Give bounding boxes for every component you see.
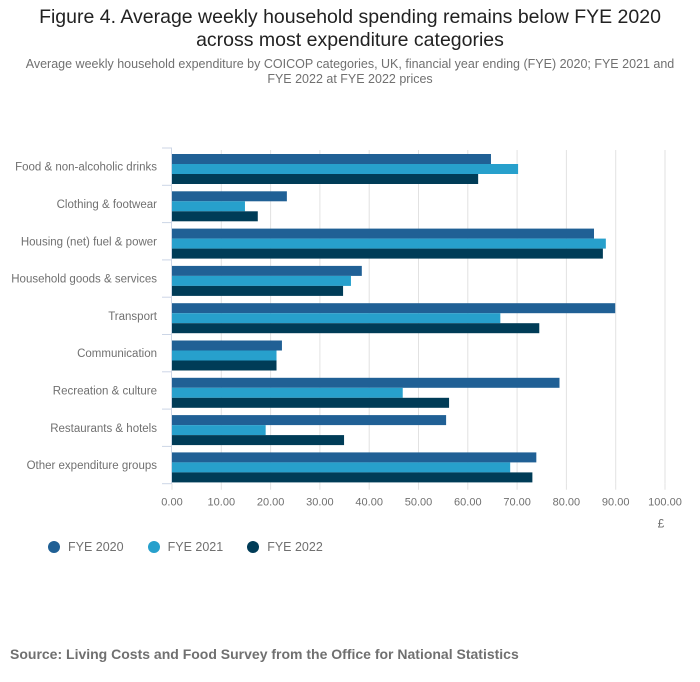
bar-fye-2022[interactable]: [172, 248, 603, 259]
bar-fye-2020[interactable]: [172, 228, 595, 239]
bar-fye-2022[interactable]: [172, 285, 344, 296]
category-label: Transport: [108, 311, 158, 323]
bar-fye-2020[interactable]: [172, 265, 362, 276]
x-tick-label: 40.00: [355, 497, 383, 509]
y-axis: [162, 147, 172, 485]
chart-title: Figure 4. Average weekly household spend…: [0, 6, 700, 52]
chart-subtitle-line-1: Average weekly household expenditure by …: [25, 57, 675, 71]
bar-fye-2022[interactable]: [172, 472, 533, 483]
category-label: Communication: [77, 348, 157, 360]
bar-fye-2022[interactable]: [172, 435, 345, 446]
legend-label: FYE 2021: [167, 540, 224, 554]
bars: [172, 154, 616, 483]
bar-fye-2022[interactable]: [172, 397, 450, 408]
category-label: Housing (net) fuel & power: [21, 236, 157, 248]
legend: FYE 2020 FYE 2021 FYE 2022: [48, 540, 347, 554]
bar-fye-2020[interactable]: [172, 154, 491, 164]
chart-subtitle-line-2: FYE 2022 at FYE 2022 prices: [267, 72, 433, 86]
x-axis-unit-label: £: [658, 517, 665, 531]
category-label: Household goods & services: [11, 274, 157, 286]
bar-fye-2020[interactable]: [172, 452, 537, 463]
bar-fye-2022[interactable]: [172, 211, 258, 222]
bar-fye-2020[interactable]: [172, 415, 447, 426]
x-tick-label: 100.00: [648, 497, 682, 509]
bar-fye-2020[interactable]: [172, 377, 560, 388]
category-label: Recreation & culture: [53, 385, 157, 397]
chart-subtitle: Average weekly household expenditure by …: [20, 57, 680, 87]
bar-fye-2021[interactable]: [172, 164, 519, 174]
x-tick-label: 50.00: [405, 497, 433, 509]
bar-fye-2020[interactable]: [172, 340, 282, 351]
bar-fye-2020[interactable]: [172, 303, 616, 314]
chart-title-line-2: across most expenditure categories: [196, 29, 504, 51]
bar-fye-2021[interactable]: [172, 462, 511, 473]
bar-fye-2020[interactable]: [172, 191, 287, 202]
category-label: Clothing & footwear: [57, 199, 158, 211]
x-tick-label: 70.00: [503, 497, 531, 509]
x-tick-label: 0.00: [161, 497, 182, 509]
bar-fye-2022[interactable]: [172, 323, 540, 334]
legend-swatch-fye-2022: [247, 541, 260, 553]
chart-title-line-1: Figure 4. Average weekly household spend…: [39, 6, 661, 28]
legend-swatch-fye-2020: [48, 541, 60, 553]
bar-fye-2022[interactable]: [172, 360, 277, 371]
x-tick-label: 20.00: [257, 497, 285, 509]
bar-fye-2021[interactable]: [172, 201, 245, 212]
category-label: Food & non-alcoholic drinks: [15, 162, 157, 174]
x-tick-label: 60.00: [454, 497, 482, 509]
x-tick-label: 30.00: [306, 497, 334, 509]
legend-label: FYE 2020: [68, 540, 124, 554]
category-label: Restaurants & hotels: [50, 423, 157, 435]
bar-fye-2021[interactable]: [172, 425, 266, 436]
bar-fye-2021[interactable]: [172, 387, 403, 398]
bar-chart: Food & non-alcoholic drinks Clothing & fo…: [11, 147, 682, 531]
legend-swatch-fye-2021: [147, 541, 160, 553]
bar-fye-2021[interactable]: [172, 350, 277, 361]
legend-item-fye-2020[interactable]: FYE 2020: [48, 540, 124, 554]
source-note: Source: Living Costs and Food Survey fro…: [10, 646, 519, 662]
bar-fye-2021[interactable]: [172, 275, 351, 286]
bar-fye-2022[interactable]: [172, 174, 479, 184]
x-tick-label: 10.00: [208, 497, 236, 509]
category-label: Other expenditure groups: [27, 460, 158, 472]
legend-item-fye-2022[interactable]: FYE 2022: [247, 540, 323, 554]
legend-item-fye-2021[interactable]: FYE 2021: [147, 540, 224, 554]
x-axis-ticks: 0.00 10.00 20.00 30.00 40.00 50.00 60.00 70.00 8…: [161, 483, 682, 509]
legend-label: FYE 2022: [267, 540, 323, 554]
bar-fye-2021[interactable]: [172, 238, 606, 249]
x-tick-label: 80.00: [553, 497, 581, 509]
category-labels: Food & non-alcoholic drinks Clothing & fo…: [11, 162, 158, 472]
x-tick-label: 90.00: [602, 497, 630, 509]
bar-fye-2021[interactable]: [172, 313, 501, 324]
